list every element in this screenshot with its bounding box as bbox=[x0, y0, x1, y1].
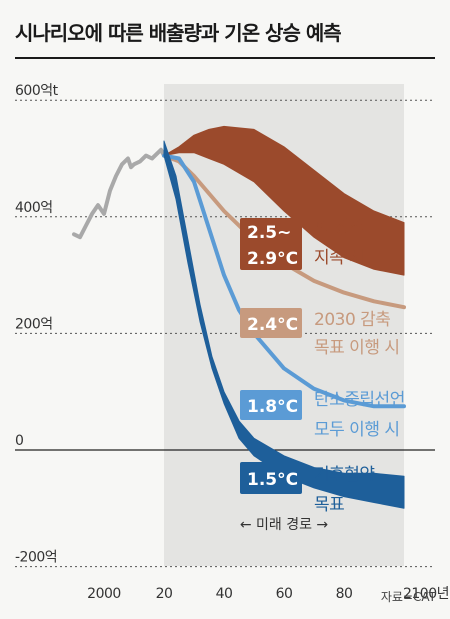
temperature-label: 1.8°C bbox=[247, 397, 298, 417]
scenario-label: 현 정책 bbox=[314, 218, 364, 238]
y-tick-label: -200억 bbox=[15, 550, 57, 566]
title-rule bbox=[15, 57, 435, 59]
temperature-box-3 bbox=[240, 462, 302, 494]
temperature-label: 2.4°C bbox=[247, 315, 298, 335]
x-tick-label: 20 bbox=[156, 586, 173, 602]
x-tick-labels: 2000 20 40 60 80 2100년 bbox=[87, 586, 449, 602]
temperature-box-1 bbox=[240, 308, 302, 338]
x-tick-label: 2000 bbox=[87, 586, 121, 602]
temperature-box-2 bbox=[240, 390, 302, 420]
scenario-label: 탄소중립선언 bbox=[314, 390, 405, 410]
projection-period-label: ← 미래 경로 → bbox=[166, 513, 402, 535]
temperature-box-0 bbox=[240, 218, 302, 270]
y-tick-label: 0 bbox=[15, 433, 23, 449]
chart-title: 시나리오에 따른 배출량과 기온 상승 예측 bbox=[15, 21, 342, 45]
projection-period-text: ← 미래 경로 → bbox=[240, 517, 329, 533]
scenario-label: 2030 감축 bbox=[314, 310, 390, 330]
x-tick-label: 80 bbox=[336, 586, 353, 602]
historical-emissions-line bbox=[72, 147, 166, 240]
source-note: 자료=CAT bbox=[381, 590, 437, 604]
scenario-label: 기후협약 bbox=[314, 465, 375, 485]
scenario-label: 지속 시 bbox=[314, 248, 364, 268]
y-tick-label: 400억 bbox=[15, 200, 53, 216]
scenario-label: 모두 이행 시 bbox=[314, 420, 400, 440]
temperature-label: 1.5°C bbox=[247, 470, 298, 490]
y-tick-labels: 600억t 400억 200억 0 -200억 bbox=[15, 83, 59, 565]
x-tick-label: 60 bbox=[276, 586, 293, 602]
series-band-3 bbox=[163, 140, 405, 509]
series-band-0 bbox=[163, 125, 405, 276]
y-tick-label: 600억t bbox=[15, 83, 59, 99]
scenario-label: 목표 bbox=[314, 495, 344, 515]
x-tick-label: 2100년 bbox=[403, 586, 449, 602]
x-tick-label: 40 bbox=[216, 586, 233, 602]
y-gridlines bbox=[15, 99, 435, 568]
temperature-label: 2.9°C bbox=[247, 249, 298, 269]
y-tick-label: 200억 bbox=[15, 316, 53, 332]
scenario-label: 목표 이행 시 bbox=[314, 338, 400, 358]
temperature-label: 2.5~ bbox=[247, 223, 291, 243]
